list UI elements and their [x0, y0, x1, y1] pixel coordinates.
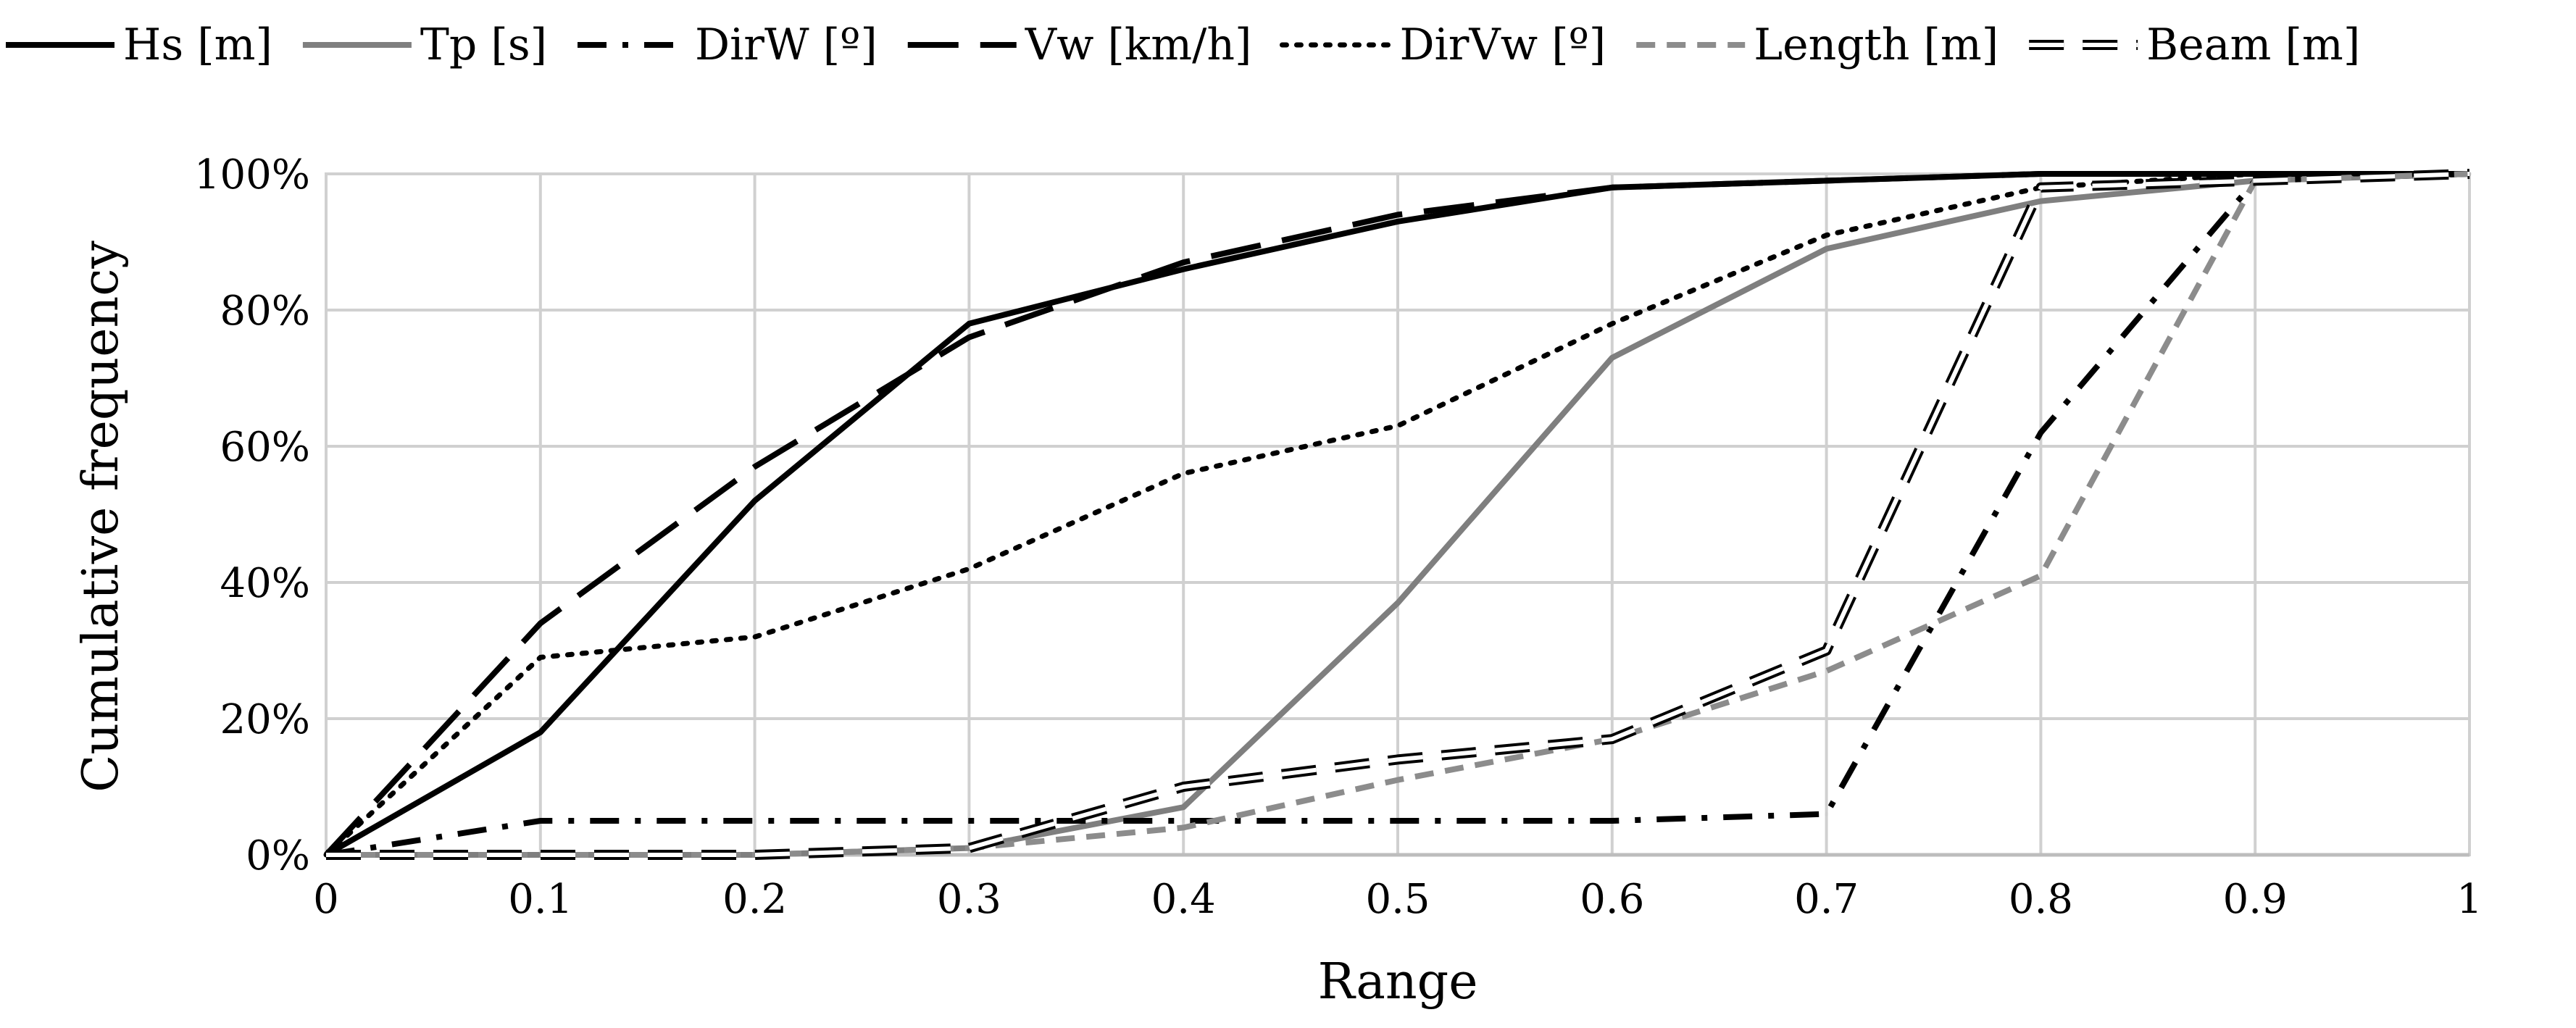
data-point [538, 621, 543, 625]
data-point [1825, 669, 1829, 673]
legend-item: Vw [km/h] [907, 20, 1252, 70]
data-point [2038, 185, 2043, 190]
series-line [326, 171, 2470, 858]
data-point [538, 655, 543, 659]
data-point [1181, 472, 1185, 476]
legend-label: Hs [m] [123, 20, 272, 70]
x-tick-label: 0.1 [508, 876, 572, 923]
data-point [1181, 805, 1185, 809]
data-point [538, 853, 543, 857]
data-point [967, 819, 971, 823]
data-point [1396, 601, 1400, 605]
data-point [1610, 737, 1614, 741]
data-point [1825, 178, 1829, 183]
data-point [324, 853, 328, 857]
series-line [326, 172, 2470, 857]
data-point [1610, 819, 1614, 823]
x-tick-label: 0.6 [1580, 876, 1644, 923]
data-point [1181, 260, 1185, 264]
series-line [324, 171, 2469, 857]
legend-item: Beam [m] [2029, 20, 2360, 70]
data-point [1610, 322, 1614, 326]
legend-layer: Hs [m] Tp [s] DirW [º] Vw [km/h] DirVw [º] Le… [6, 20, 2360, 70]
legend-label: Vw [km/h] [1025, 20, 1252, 70]
x-tick-label: 0.3 [937, 876, 1001, 923]
data-point [2038, 199, 2043, 204]
x-tick-label: 1 [2456, 876, 2483, 923]
y-tick-label: 60% [220, 424, 310, 471]
y-tick-label: 80% [220, 288, 310, 335]
data-point [1610, 185, 1614, 190]
x-tick-label: 0 [313, 876, 339, 923]
data-point [1396, 819, 1400, 823]
series-line [326, 171, 2470, 858]
y-axis-title: Cumulative frequency [72, 241, 130, 793]
data-point [753, 635, 757, 639]
y-tick-label: 100% [194, 151, 310, 199]
data-point [753, 498, 757, 503]
legend-label: Beam [m] [2146, 20, 2360, 70]
data-point [1181, 819, 1185, 823]
x-tick-label: 0.2 [722, 876, 787, 923]
legend-label: DirW [º] [695, 20, 878, 70]
x-tick-label: 0.4 [1151, 876, 1216, 923]
data-point [1181, 267, 1185, 272]
legend-item: DirVw [º] [1279, 20, 1606, 70]
data-point [538, 819, 543, 823]
data-point [538, 730, 543, 735]
data-point [1396, 220, 1400, 224]
data-point [753, 853, 757, 857]
y-tick-label: 20% [220, 696, 310, 743]
series-6 [324, 169, 2472, 860]
grid-layer [325, 172, 2471, 856]
data-point [1825, 246, 1829, 251]
ticks-layer: 0 0.1 0.2 0.3 0.4 0.5 0.6 0.7 0.8 0.9 1 0% 20% 40% 60%… [194, 151, 2483, 923]
data-point [967, 322, 971, 326]
legend-label: Tp [s] [420, 20, 547, 70]
data-point [1396, 212, 1400, 217]
data-point [753, 819, 757, 823]
data-point [1610, 356, 1614, 360]
legend-item: Length [m] [1636, 20, 1998, 70]
x-axis-title: Range [1318, 953, 1478, 1011]
x-tick-label: 0.9 [2223, 876, 2288, 923]
data-point [967, 846, 971, 851]
legend-item: Hs [m] [6, 20, 272, 70]
y-tick-label: 40% [220, 560, 310, 607]
data-point [1396, 424, 1400, 428]
legend-label: DirVw [º] [1399, 20, 1606, 70]
data-point [1396, 757, 1400, 761]
legend-item: DirW [º] [578, 20, 878, 70]
data-point [753, 464, 757, 469]
data-point [2038, 172, 2043, 176]
series-layer [323, 169, 2472, 860]
data-point [1396, 778, 1400, 782]
legend-item: Tp [s] [302, 20, 547, 70]
data-point [967, 335, 971, 340]
x-tick-label: 0.7 [1794, 876, 1859, 923]
x-tick-label: 0.5 [1365, 876, 1430, 923]
x-tick-label: 0.8 [2009, 876, 2073, 923]
series-3 [324, 171, 2469, 857]
data-point [1825, 648, 1829, 653]
legend-label: Length [m] [1754, 20, 1998, 70]
data-point [1825, 233, 1829, 238]
data-point [2253, 172, 2257, 176]
data-point [2253, 178, 2257, 183]
series-5 [326, 171, 2470, 858]
data-point [2467, 172, 2472, 176]
data-point [1825, 812, 1829, 816]
data-point [967, 567, 971, 571]
data-point [2038, 574, 2043, 578]
data-point [1181, 825, 1185, 829]
series-1 [326, 171, 2470, 858]
data-point [2038, 430, 2043, 435]
series-2 [325, 171, 2470, 858]
y-tick-label: 0% [246, 832, 310, 879]
series-line [325, 171, 2470, 858]
data-point [1181, 785, 1185, 789]
